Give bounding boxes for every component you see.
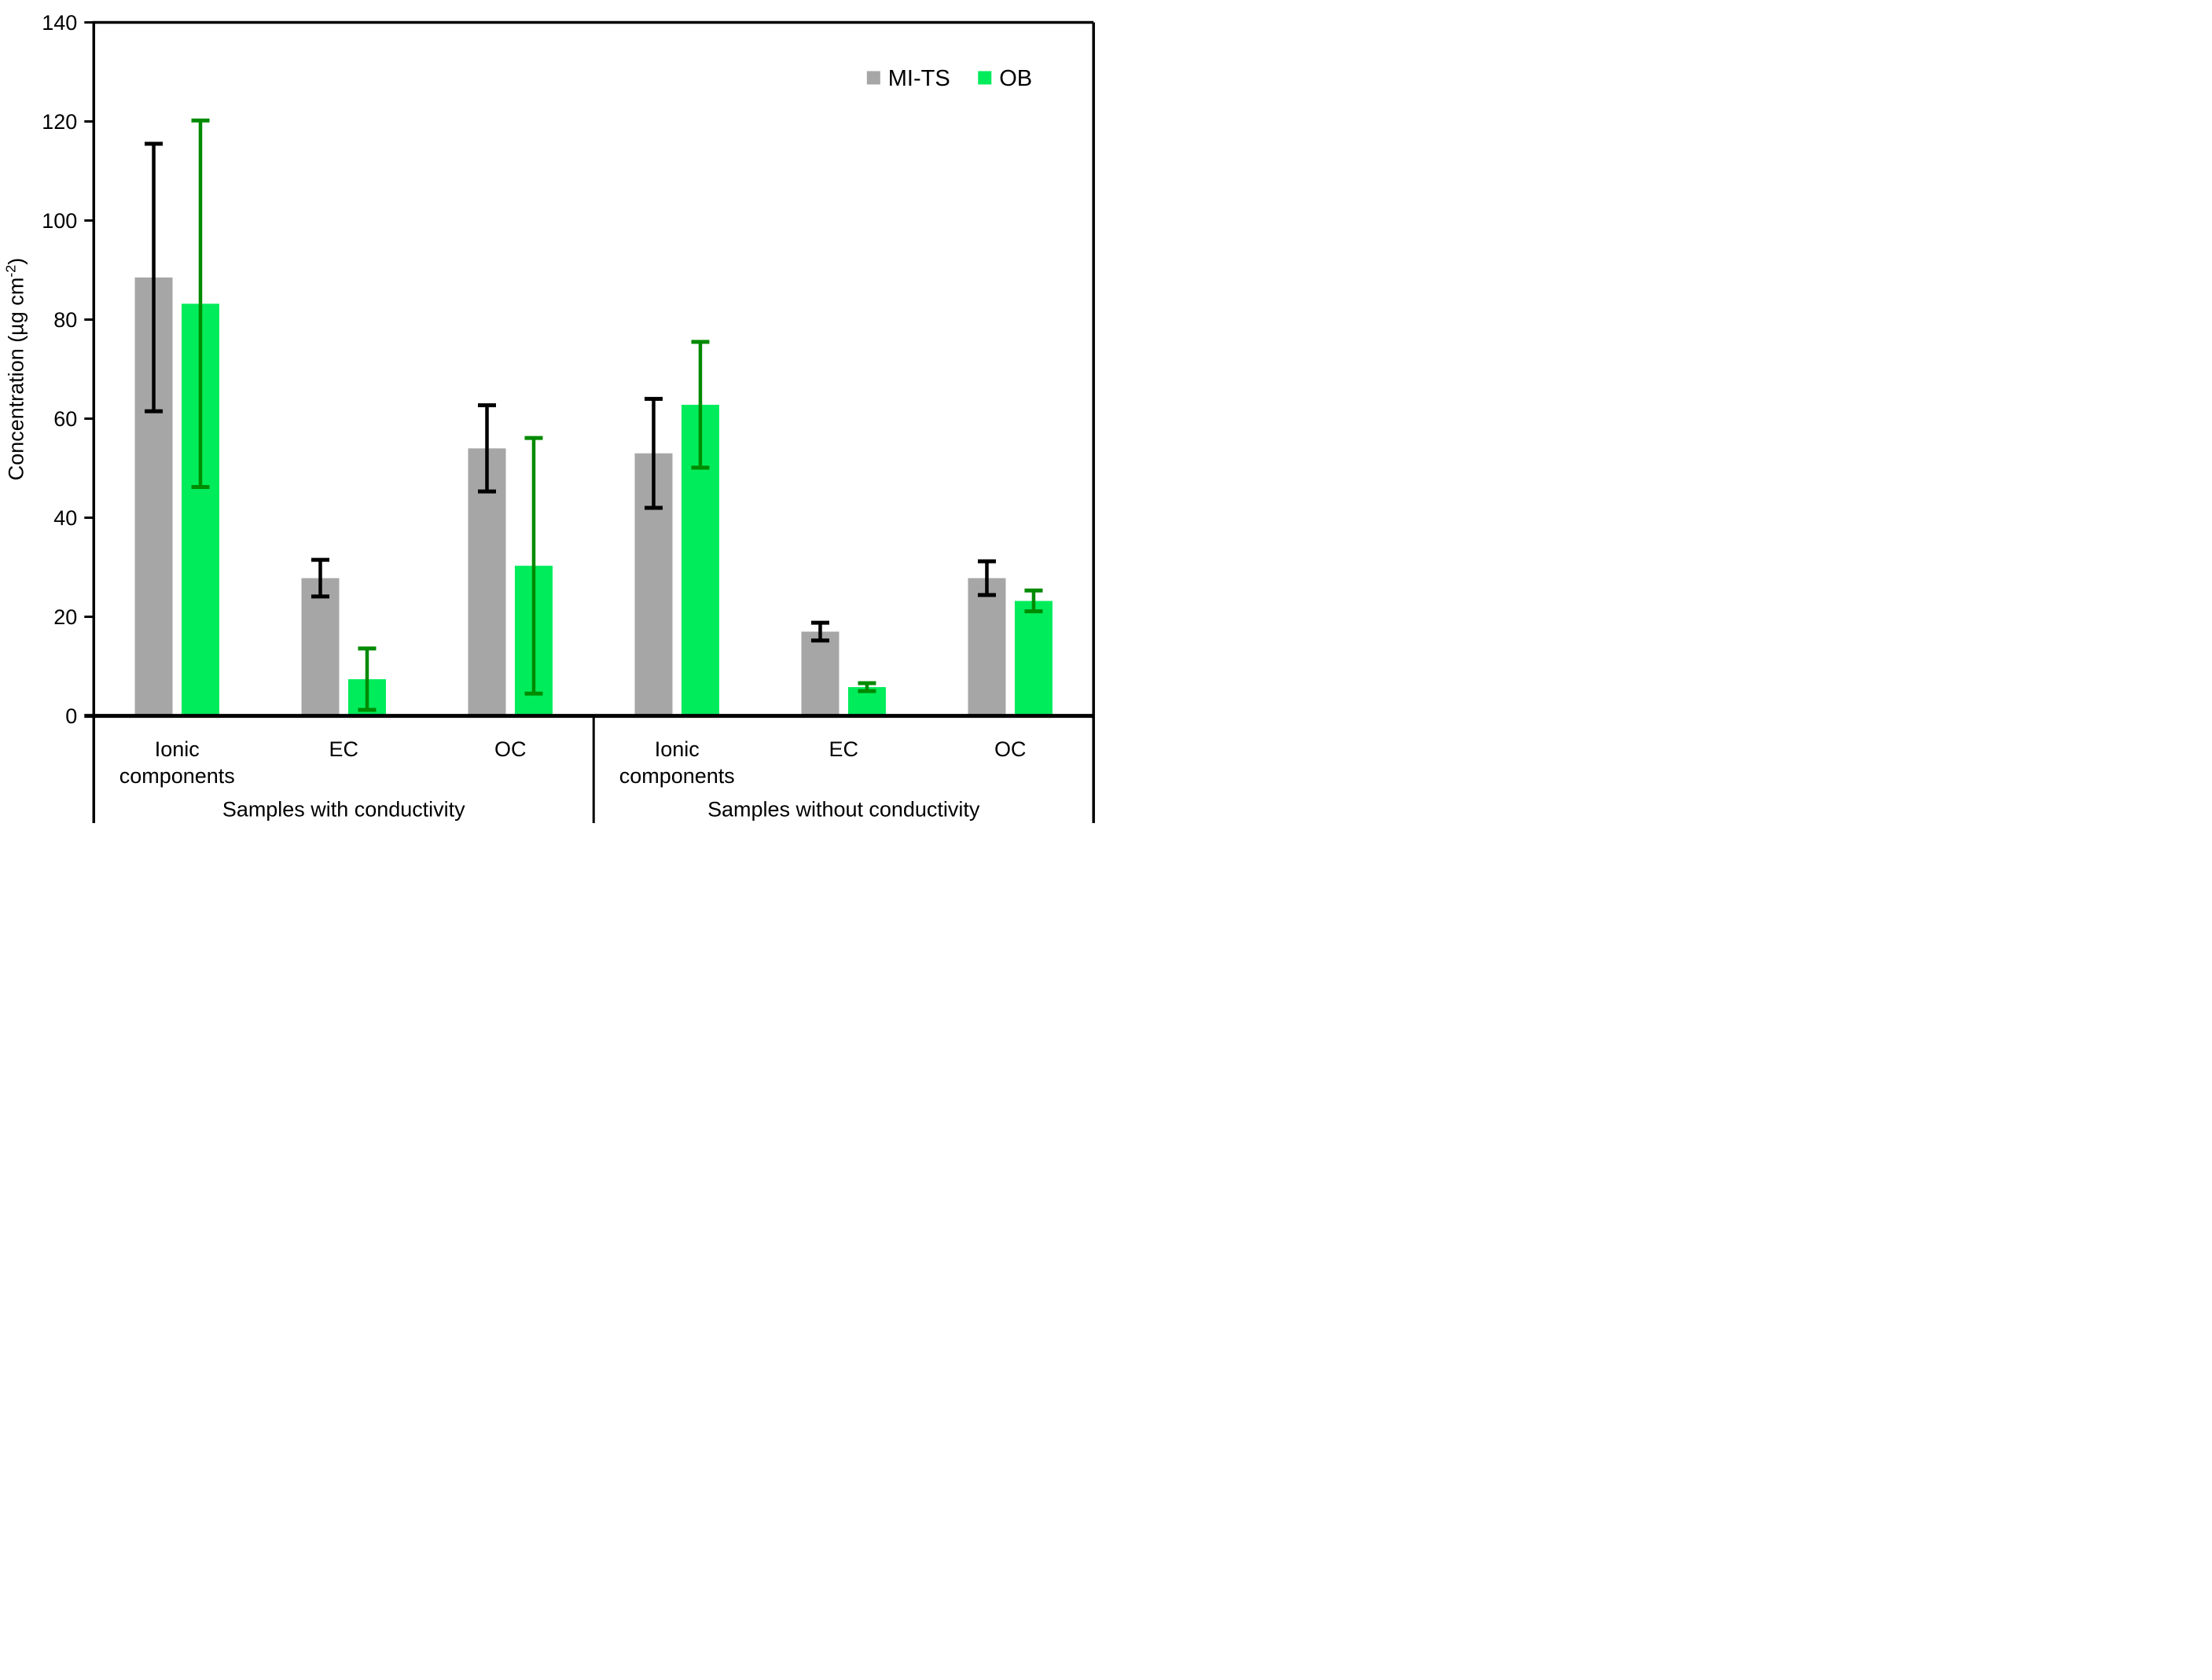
- error-bar-ob-5: [1024, 588, 1043, 614]
- category-label-1-0-line2: components: [619, 764, 735, 788]
- legend-label-ob: OB: [999, 66, 1032, 91]
- y-tick-label-80: 80: [53, 308, 77, 332]
- category-label-1-1: EC: [829, 737, 858, 761]
- bar-chart-figure: 0 20 40 60 80 100 120 140 Concentration (µg cm-2…: [0, 0, 1106, 840]
- category-label-1-0: Ionic: [655, 737, 700, 761]
- error-bar-mi-ts-5: [977, 559, 996, 597]
- category-label-0-0-line2: components: [119, 764, 235, 788]
- error-bar-ob-3: [691, 340, 710, 470]
- legend-label-mi-ts: MI-TS: [888, 66, 950, 91]
- y-tick-label-0: 0: [65, 704, 77, 728]
- bar-mi-ts-1: [301, 578, 340, 716]
- category-label-0-1: EC: [329, 737, 358, 761]
- error-bar-mi-ts-3: [644, 396, 663, 510]
- error-bar-mi-ts-2: [478, 403, 496, 494]
- error-bar-ob-4: [858, 681, 876, 693]
- chart-svg: 0 20 40 60 80 100 120 140 Concentration (µg cm-2…: [0, 0, 1106, 840]
- legend-swatch-ob: [978, 71, 992, 85]
- bar-ob-5: [1014, 601, 1053, 716]
- error-bar-mi-ts-0: [145, 142, 164, 414]
- y-tick-label-60: 60: [53, 407, 77, 431]
- category-label-1-2: OC: [994, 737, 1026, 761]
- y-axis-title-group: Concentration (µg cm-2): [2, 258, 28, 480]
- group-label-1: Samples without conductivity: [707, 798, 980, 822]
- y-tick-label-20: 20: [53, 605, 77, 629]
- y-tick-label-140: 140: [42, 11, 77, 35]
- group-label-0: Samples with conductivity: [222, 798, 465, 822]
- bar-mi-ts-4: [801, 631, 840, 716]
- legend-swatch-mi-ts: [866, 71, 880, 85]
- y-axis-title: Concentration (µg cm-2): [2, 258, 28, 480]
- y-tick-label-120: 120: [42, 110, 77, 134]
- bar-mi-ts-5: [968, 578, 1006, 716]
- error-bar-ob-1: [358, 646, 377, 712]
- y-tick-label-100: 100: [42, 209, 77, 233]
- error-bar-ob-2: [524, 436, 543, 696]
- category-label-0-2: OC: [494, 737, 526, 761]
- error-bar-mi-ts-4: [810, 620, 829, 643]
- category-label-0-0: Ionic: [155, 737, 200, 761]
- y-tick-label-40: 40: [53, 506, 77, 530]
- error-bar-mi-ts-1: [311, 557, 330, 599]
- error-bar-ob-0: [191, 118, 210, 489]
